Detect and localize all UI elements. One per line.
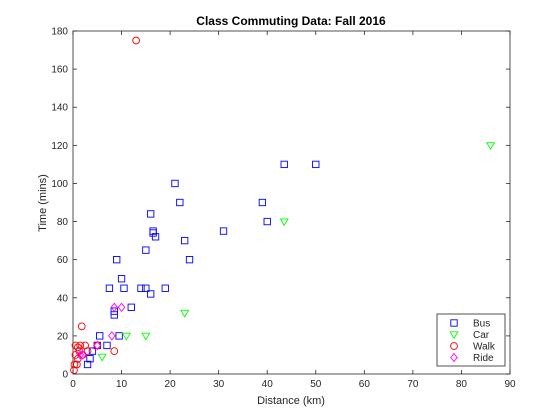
data-point-walk xyxy=(71,341,80,350)
series-car xyxy=(97,142,496,362)
data-point-car xyxy=(279,218,289,227)
data-point-bus xyxy=(176,198,184,207)
series-ride xyxy=(76,302,126,360)
y-tick-label: 40 xyxy=(57,293,69,304)
x-tick-label: 70 xyxy=(407,379,419,390)
legend-entry-bus: Bus xyxy=(473,319,490,330)
data-point-bus xyxy=(219,227,228,235)
legend-marker-car xyxy=(449,331,459,340)
data-point-bus xyxy=(185,256,194,264)
data-point-bus xyxy=(171,179,179,188)
data-point-ride xyxy=(108,331,116,341)
plot-area: 0 10 20 30 40 50 60 70 80 90 0 20 40 60 80 100 120 140 160… xyxy=(51,27,516,391)
data-point-bus xyxy=(115,332,123,340)
y-tick-label: 140 xyxy=(51,103,68,114)
data-point-bus xyxy=(137,284,145,292)
y-tick-label: 0 xyxy=(62,370,68,381)
x-tick-label: 80 xyxy=(456,379,468,390)
legend-box xyxy=(436,313,506,367)
data-point-bus xyxy=(110,307,118,315)
data-point-walk xyxy=(73,360,81,369)
data-point-bus xyxy=(151,233,160,241)
legend-marker-walk xyxy=(450,342,458,350)
series-bus xyxy=(83,160,320,369)
legend-marker-bus xyxy=(450,319,458,327)
data-point-bus xyxy=(280,160,288,169)
data-point-car xyxy=(180,309,190,318)
data-point-walk xyxy=(74,343,82,352)
data-point-bus xyxy=(96,332,104,340)
data-point-car xyxy=(97,353,107,362)
data-point-bus xyxy=(142,284,150,292)
data-point-bus xyxy=(88,347,97,355)
data-point-ride xyxy=(110,302,119,313)
y-axis-label: Time (mins) xyxy=(37,174,49,232)
x-tick-label: 20 xyxy=(165,379,177,390)
x-tick-label: 30 xyxy=(213,379,225,390)
x-axis-label: Distance (km) xyxy=(257,395,325,407)
legend-marker-ride xyxy=(450,352,458,363)
data-point-ride xyxy=(76,350,85,360)
data-point-bus xyxy=(103,341,111,350)
data-point-bus xyxy=(147,290,155,298)
data-point-car xyxy=(141,332,151,341)
y-tick-label: 60 xyxy=(57,255,69,266)
data-point-bus xyxy=(161,284,169,292)
y-tick-label: 20 xyxy=(57,331,69,342)
data-point-bus xyxy=(83,360,92,369)
data-point-walk xyxy=(70,360,79,369)
data-point-walk xyxy=(132,36,140,45)
data-point-bus xyxy=(147,210,155,218)
data-point-car xyxy=(121,332,131,341)
legend-entry-walk: Walk xyxy=(473,342,496,353)
data-point-bus xyxy=(86,355,94,363)
data-point-bus xyxy=(127,303,135,311)
x-tick-label: 90 xyxy=(504,379,516,390)
data-point-bus xyxy=(142,246,150,254)
data-point-bus xyxy=(113,256,121,264)
data-point-ride xyxy=(78,350,87,360)
data-point-walk xyxy=(76,341,85,350)
x-tick-label: 40 xyxy=(262,379,274,390)
data-point-bus xyxy=(105,284,114,292)
data-point-bus xyxy=(117,275,126,283)
data-point-bus xyxy=(149,229,157,237)
data-point-bus xyxy=(258,198,267,207)
legend-entry-ride: Ride xyxy=(473,353,494,364)
data-point-walk xyxy=(83,347,92,355)
y-tick-label: 160 xyxy=(51,65,68,76)
data-point-bus xyxy=(263,217,271,226)
chart-title: Class Commuting Data: Fall 2016 xyxy=(196,14,386,28)
data-point-car xyxy=(485,142,496,151)
data-point-ride xyxy=(117,302,126,313)
x-tick-label: 50 xyxy=(310,379,322,390)
data-point-ride xyxy=(93,340,102,351)
data-point-walk xyxy=(77,322,86,331)
x-tick-label: 60 xyxy=(359,379,371,390)
x-tick-label: 10 xyxy=(116,379,128,390)
x-tick-label: 0 xyxy=(70,379,76,390)
data-point-bus xyxy=(181,236,189,245)
y-tick-label: 120 xyxy=(51,141,68,152)
legend-entry-car: Car xyxy=(473,330,490,341)
y-tick-label: 100 xyxy=(51,179,68,190)
y-tick-label: 80 xyxy=(57,217,69,228)
data-point-bus xyxy=(312,160,320,169)
data-point-bus xyxy=(120,284,128,292)
data-point-walk xyxy=(110,347,119,355)
y-tick-label: 180 xyxy=(51,27,68,38)
